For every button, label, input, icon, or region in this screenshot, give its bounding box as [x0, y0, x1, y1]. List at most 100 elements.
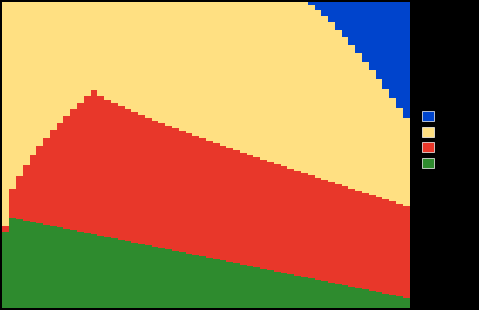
Bar	[213, 259, 219, 308]
Bar	[213, 2, 219, 143]
Bar	[294, 276, 301, 308]
Bar	[131, 242, 138, 308]
Bar	[274, 272, 281, 308]
Bar	[193, 2, 199, 136]
Bar	[111, 2, 118, 103]
Bar	[376, 79, 382, 197]
Bar	[111, 103, 118, 238]
Bar	[70, 109, 77, 230]
Bar	[281, 2, 287, 166]
Bar	[233, 150, 240, 263]
Bar	[138, 115, 145, 244]
Bar	[389, 202, 396, 295]
Bar	[301, 173, 308, 277]
Bar	[70, 230, 77, 308]
Bar	[30, 2, 36, 155]
Bar	[328, 2, 335, 22]
Bar	[389, 2, 396, 98]
Bar	[240, 153, 247, 265]
Bar	[36, 146, 43, 223]
Bar	[342, 186, 348, 285]
Bar	[321, 2, 328, 16]
Bar	[403, 118, 410, 206]
Bar	[131, 2, 138, 112]
Bar	[63, 2, 70, 116]
Bar	[23, 165, 30, 220]
Bar	[30, 155, 36, 222]
Bar	[84, 96, 91, 233]
Bar	[328, 182, 335, 282]
Bar	[348, 287, 355, 308]
Bar	[63, 229, 70, 308]
Bar	[403, 206, 410, 298]
Bar	[50, 130, 57, 226]
Bar	[77, 103, 84, 232]
Bar	[43, 225, 50, 308]
Bar	[186, 254, 193, 308]
Bar	[301, 277, 308, 308]
Bar	[267, 270, 274, 308]
Bar	[125, 2, 131, 109]
Bar	[321, 281, 328, 308]
Bar	[165, 250, 172, 308]
Bar	[91, 234, 97, 308]
Bar	[9, 218, 16, 308]
Bar	[226, 262, 233, 308]
Bar	[355, 288, 362, 308]
Bar	[193, 255, 199, 308]
Bar	[247, 2, 253, 155]
Bar	[50, 226, 57, 308]
Bar	[389, 295, 396, 308]
Bar	[172, 128, 179, 251]
Bar	[179, 2, 185, 131]
Bar	[294, 171, 301, 276]
Bar	[369, 70, 376, 195]
Bar	[2, 2, 9, 226]
Bar	[77, 232, 84, 308]
Bar	[403, 2, 410, 118]
Bar	[281, 273, 287, 308]
Bar	[328, 22, 335, 182]
Bar	[206, 2, 213, 141]
Bar	[315, 10, 321, 178]
Bar	[219, 260, 226, 308]
Bar	[145, 118, 152, 245]
Bar	[308, 2, 315, 5]
Bar	[287, 274, 294, 308]
Bar	[57, 228, 63, 308]
Bar	[213, 143, 219, 259]
Bar	[382, 2, 389, 89]
Bar	[308, 5, 315, 175]
Bar	[138, 244, 145, 308]
Bar	[274, 2, 281, 164]
Bar	[342, 37, 348, 186]
Bar	[382, 89, 389, 199]
Bar	[369, 291, 376, 308]
Bar	[396, 296, 403, 308]
Bar	[219, 2, 226, 146]
Bar	[206, 141, 213, 258]
Bar	[36, 2, 43, 146]
Bar	[301, 2, 308, 173]
Bar	[342, 2, 348, 37]
Bar	[240, 2, 247, 153]
Bar	[369, 195, 376, 291]
Bar	[118, 2, 125, 106]
Bar	[104, 100, 111, 237]
Bar	[145, 2, 152, 118]
Bar	[233, 2, 240, 150]
Bar	[376, 292, 382, 308]
Bar	[308, 278, 315, 308]
Bar	[199, 138, 206, 256]
Bar	[104, 237, 111, 308]
Bar	[247, 155, 253, 266]
Bar	[9, 189, 16, 218]
Legend: , , , : , , ,	[419, 107, 440, 172]
Bar	[348, 188, 355, 287]
Bar	[57, 123, 63, 228]
Bar	[199, 256, 206, 308]
Bar	[186, 133, 193, 254]
Bar	[63, 116, 70, 229]
Bar	[172, 251, 179, 308]
Bar	[57, 2, 63, 123]
